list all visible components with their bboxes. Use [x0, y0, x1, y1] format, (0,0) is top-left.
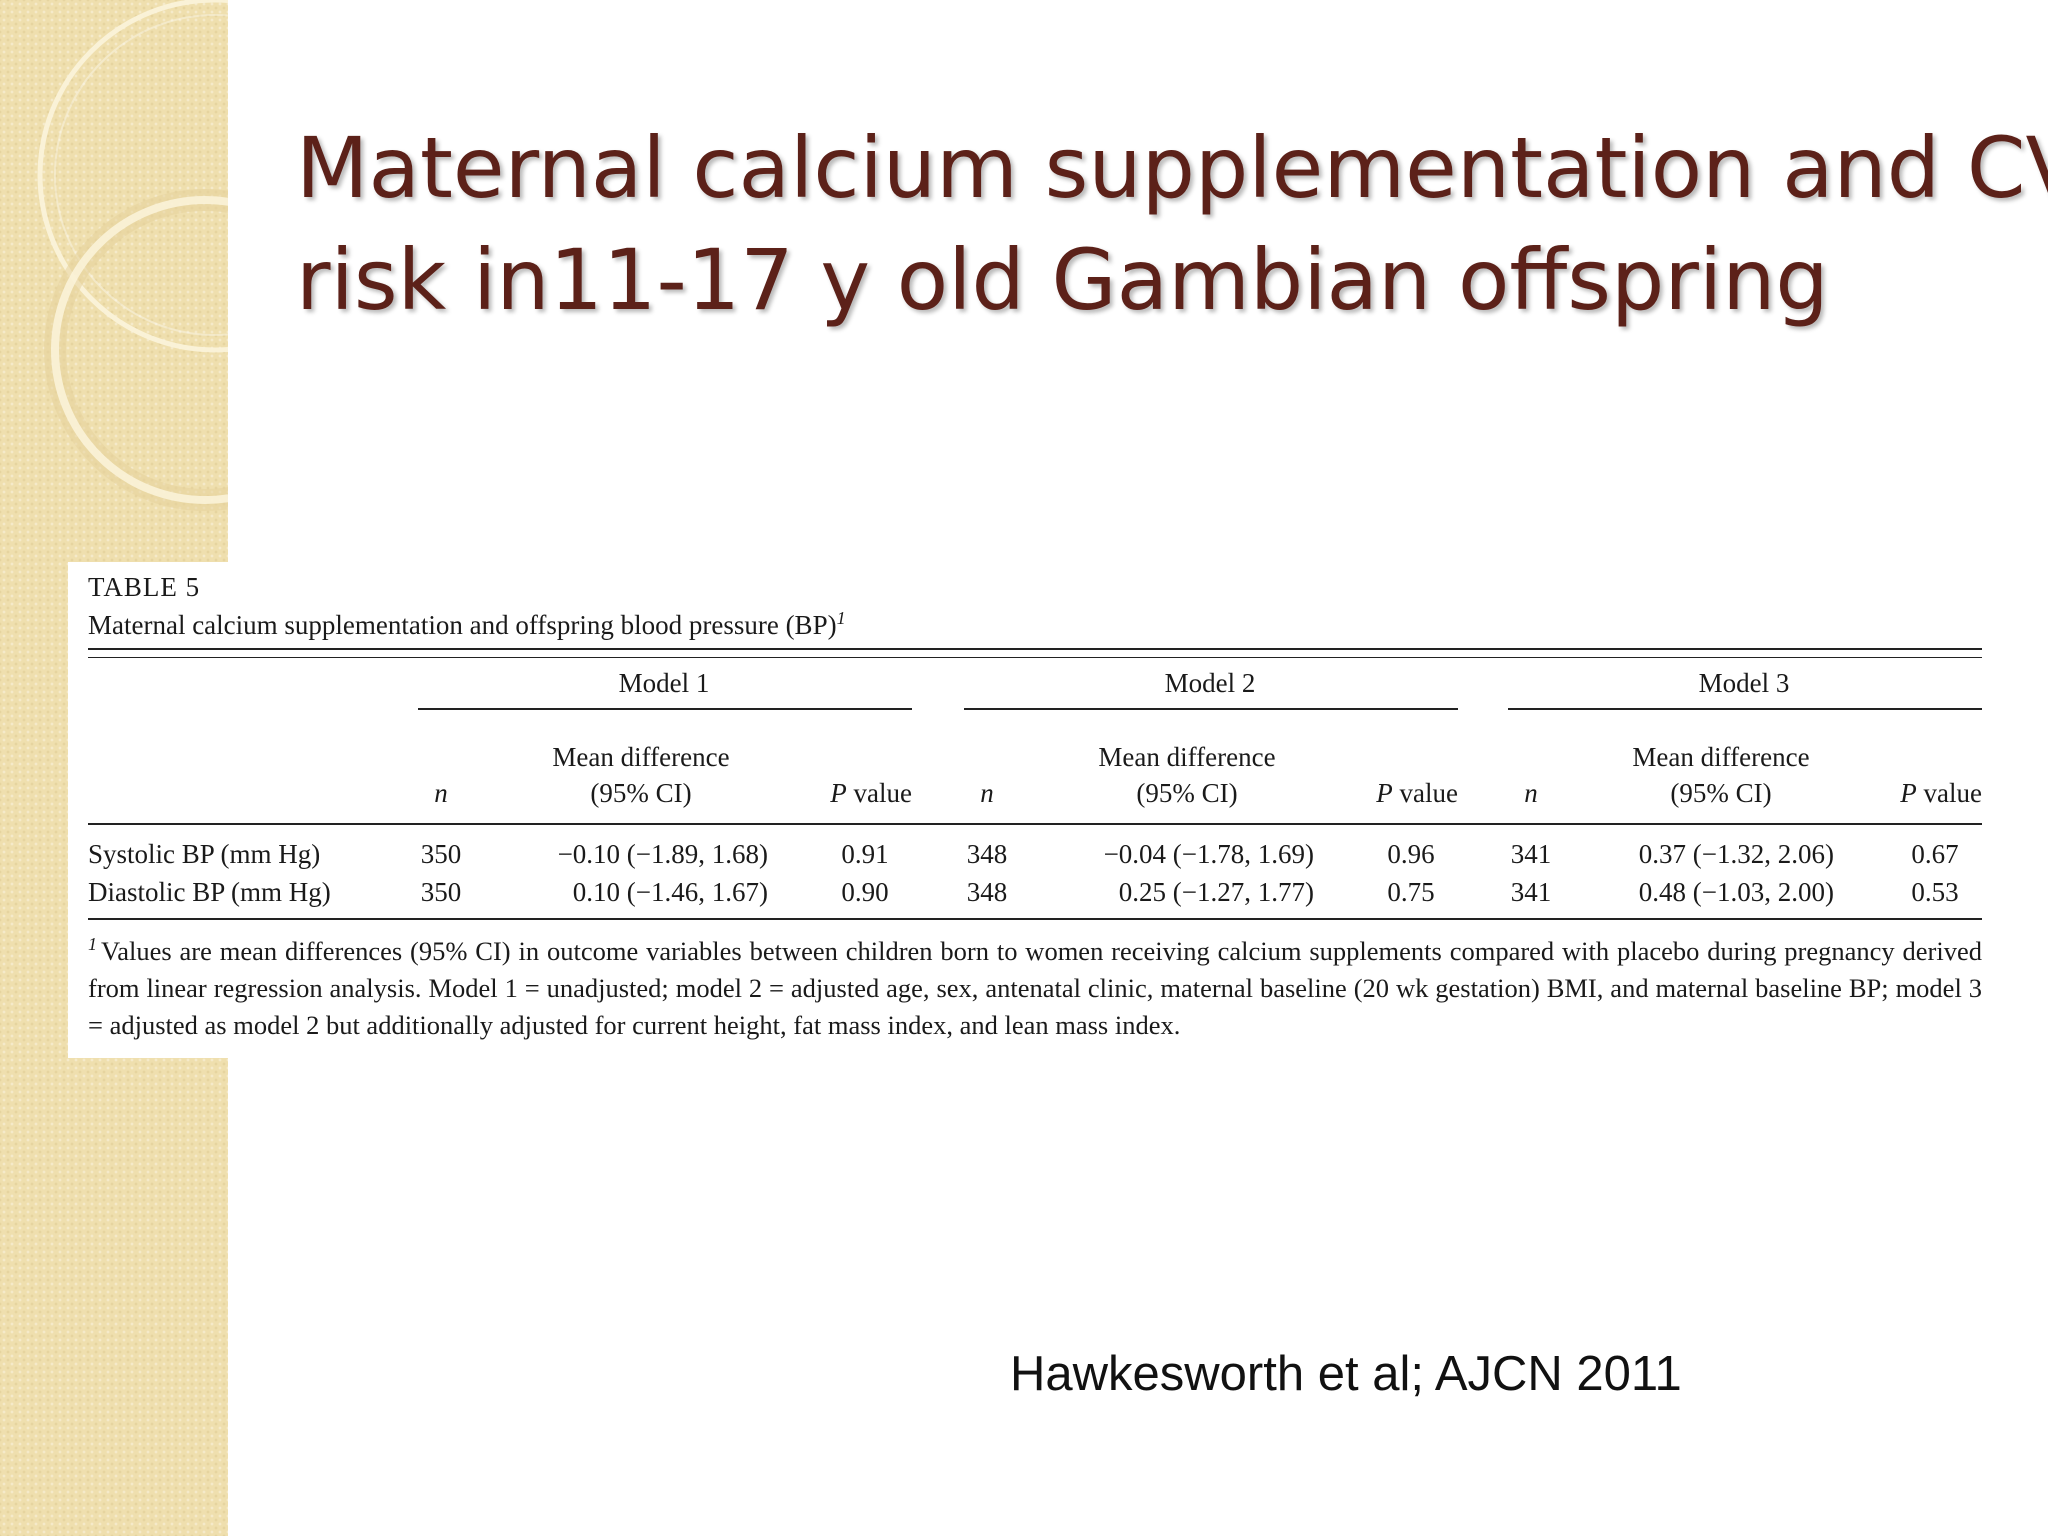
table-footnote-mark: 1	[88, 934, 97, 954]
systolic-model-2-mean-diff: −0.04 (−1.78, 1.69)	[1103, 839, 1314, 869]
table-label: TABLE 5	[88, 572, 201, 602]
p-value-header-1-suffix: value	[846, 778, 912, 808]
table-caption: Maternal calcium supplementation and off…	[88, 608, 846, 641]
diastolic-model-3-mean-diff: 0.48 (−1.03, 2.00)	[1638, 877, 1834, 907]
diastolic-model-3-p-value: 0.53	[1911, 877, 1959, 907]
decorative-rings-graphic	[37, 0, 228, 511]
systolic-model-3-p-value: 0.67	[1911, 839, 1959, 869]
model-header-3: Model 3	[1698, 668, 1790, 698]
p-value-header-3: P value	[1900, 778, 1982, 809]
systolic-model-2-n: 348	[966, 839, 1008, 869]
table-top-rule	[88, 648, 1982, 650]
systolic-model-3-mean-diff: 0.37 (−1.32, 2.06)	[1638, 839, 1834, 869]
p-value-header-2: P value	[1376, 778, 1458, 809]
p-value-header-1: P value	[830, 778, 912, 809]
model-header-2: Model 2	[1164, 668, 1256, 698]
n-header-2: n	[980, 778, 994, 808]
diastolic-model-3-n: 341	[1510, 877, 1552, 907]
table-bottom-rule	[88, 918, 1982, 920]
mean-diff-header-2-line-1: Mean difference	[1098, 742, 1276, 772]
mean-diff-header-1-line-1: Mean difference	[552, 742, 730, 772]
p-value-header-2-suffix: value	[1392, 778, 1458, 808]
p-value-header-2-symbol: P	[1376, 778, 1393, 808]
diastolic-model-2-p-value: 0.75	[1387, 877, 1435, 907]
mean-diff-header-2-line-2: (95% CI)	[1136, 778, 1238, 808]
table-caption-text: Maternal calcium supplementation and off…	[88, 610, 837, 640]
header-bottom-rule	[88, 823, 1982, 825]
row-label-systolic: Systolic BP (mm Hg)	[88, 839, 321, 869]
diastolic-model-1-mean-diff: 0.10 (−1.46, 1.67)	[572, 877, 768, 907]
mean-diff-header-3-line-1: Mean difference	[1632, 742, 1810, 772]
diastolic-model-2-mean-diff: 0.25 (−1.27, 1.77)	[1118, 877, 1314, 907]
p-value-header-3-symbol: P	[1900, 778, 1917, 808]
row-label-diastolic: Diastolic BP (mm Hg)	[88, 877, 331, 907]
results-table: TABLE 5 Maternal calcium supplementation…	[68, 562, 2002, 1058]
model-2-group-rule	[964, 708, 1458, 710]
systolic-model-1-n: 350	[420, 839, 462, 869]
systolic-model-3-n: 341	[1510, 839, 1552, 869]
model-header-1: Model 1	[618, 668, 710, 698]
n-header-1: n	[434, 778, 448, 808]
systolic-model-2-p-value: 0.96	[1387, 839, 1435, 869]
diastolic-model-1-p-value: 0.90	[841, 877, 889, 907]
table-caption-footnote-mark: 1	[836, 608, 846, 628]
table-footnote-text: Values are mean differences (95% CI) in …	[88, 935, 1982, 1040]
n-header-3: n	[1524, 778, 1538, 808]
systolic-model-1-mean-diff: −0.10 (−1.89, 1.68)	[557, 839, 768, 869]
model-1-group-rule	[418, 708, 912, 710]
p-value-header-1-symbol: P	[830, 778, 847, 808]
systolic-model-1-p-value: 0.91	[841, 839, 889, 869]
slide-title: Maternal calcium supplementation and CVD…	[296, 112, 2048, 336]
citation: Hawkesworth et al; AJCN 2011	[1010, 1347, 1682, 1401]
table-footnote: 1 Values are mean differences (95% CI) in…	[88, 926, 1982, 1044]
diastolic-model-1-n: 350	[420, 877, 462, 907]
diastolic-model-2-n: 348	[966, 877, 1008, 907]
p-value-header-3-suffix: value	[1916, 778, 1982, 808]
slide-title-line-2: risk in11-17 y old Gambian offspring	[296, 231, 1829, 329]
slide-title-line-1: Maternal calcium supplementation and CVD	[296, 119, 2048, 217]
table-top-rule-2	[88, 657, 1982, 658]
model-3-group-rule	[1508, 708, 1982, 710]
mean-diff-header-3-line-2: (95% CI)	[1670, 778, 1772, 808]
mean-diff-header-1-line-2: (95% CI)	[590, 778, 692, 808]
